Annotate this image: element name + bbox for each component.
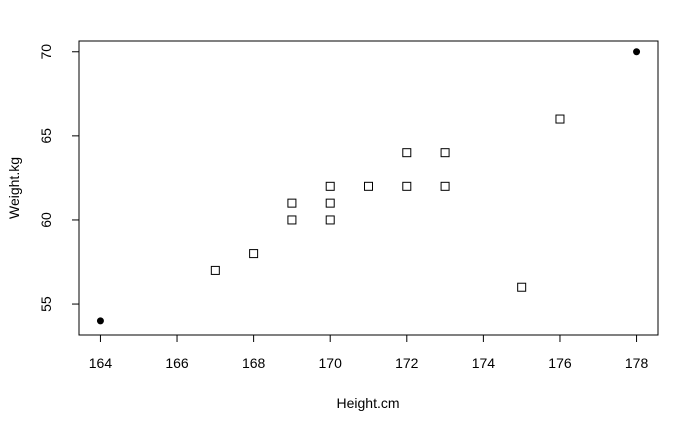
x-tick-label: 172 — [395, 355, 419, 371]
x-tick-label: 176 — [548, 355, 572, 371]
x-axis-label: Height.cm — [336, 395, 399, 411]
y-axis: 55 60 65 70 — [38, 44, 80, 312]
highlighted-point — [96, 317, 104, 325]
data-point — [210, 265, 220, 275]
x-tick-label: 170 — [319, 355, 343, 371]
y-tick-label: 65 — [38, 128, 54, 144]
x-tick-label: 168 — [242, 355, 266, 371]
x-tick-label: 166 — [165, 355, 189, 371]
x-tick-label: 178 — [625, 355, 649, 371]
data-point — [440, 148, 450, 158]
data-point — [325, 198, 335, 208]
data-point — [517, 282, 527, 292]
data-point — [325, 181, 335, 191]
x-axis: 164 166 168 170 172 174 176 178 — [89, 334, 649, 371]
data-point — [440, 181, 450, 191]
y-tick-label: 70 — [38, 44, 54, 60]
y-tick-label: 55 — [38, 296, 54, 312]
y-axis-label: Weight.kg — [6, 157, 22, 219]
data-point — [287, 198, 297, 208]
data-point — [287, 215, 297, 225]
data-point — [402, 181, 412, 191]
x-tick-label: 164 — [89, 355, 113, 371]
data-point — [555, 114, 565, 124]
x-tick-label: 174 — [472, 355, 496, 371]
data-point — [249, 249, 259, 259]
data-points — [96, 48, 641, 325]
data-point — [364, 181, 373, 191]
y-tick-label: 60 — [38, 212, 54, 228]
data-point — [325, 215, 335, 225]
data-point — [402, 148, 412, 158]
highlighted-point — [633, 48, 641, 56]
